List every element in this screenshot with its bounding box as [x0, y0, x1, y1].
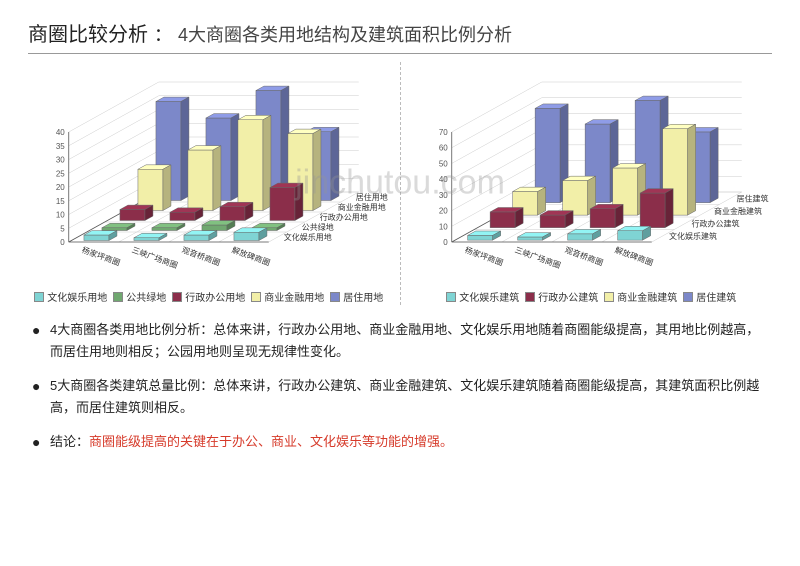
title-sub: 4大商圈各类用地结构及建筑面积比例分析 — [178, 21, 512, 47]
svg-text:10: 10 — [56, 211, 65, 220]
legend-item: 居住用地 — [330, 289, 383, 304]
bullet-dot: ● — [32, 319, 50, 363]
chart-left-svg: 0 5 10 15 20 25 30 35 40 居住用地商业金融用地行政办公用地公共绿地文化娱乐… — [28, 62, 390, 282]
svg-text:70: 70 — [438, 128, 447, 137]
svg-text:公共绿地: 公共绿地 — [302, 222, 334, 232]
chart-right: 010203040506070居住建筑商业金融建筑行政办公建筑文化娱乐建筑杨家坪… — [411, 62, 773, 305]
svg-text:5: 5 — [60, 224, 65, 233]
svg-text:商业金融建筑: 商业金融建筑 — [714, 206, 762, 216]
svg-text:40: 40 — [56, 128, 65, 137]
bullet-text: 结论：商圈能级提高的关键在于办公、商业、文化娱乐等功能的增强。 — [50, 431, 768, 455]
svg-text:杨家坪商圈: 杨家坪商圈 — [81, 244, 122, 267]
charts-divider — [400, 62, 401, 305]
svg-text:三峡广场商圈: 三峡广场商圈 — [513, 244, 562, 270]
chart-right-svg: 0 10 20 30 40 50 60 70 居住建筑商业金融建筑行政办公建筑文化娱乐建筑杨家坪… — [411, 62, 773, 282]
page-title: 商圈比较分析 ： 4大商圈各类用地结构及建筑面积比例分析 — [28, 18, 772, 54]
legend-item: 文化娱乐用地 — [34, 289, 107, 304]
chart-left-legend: 文化娱乐用地公共绿地行政办公用地商业金融用地居住用地 — [28, 289, 390, 305]
svg-text:行政办公用地: 行政办公用地 — [320, 212, 368, 222]
title-main: 商圈比较分析 — [28, 18, 148, 47]
svg-text:25: 25 — [56, 169, 65, 178]
svg-text:行政办公建筑: 行政办公建筑 — [691, 218, 739, 228]
legend-item: 居住建筑 — [683, 289, 736, 304]
svg-text:10: 10 — [438, 222, 447, 231]
svg-text:20: 20 — [56, 183, 65, 192]
legend-item: 商业金融建筑 — [604, 289, 677, 304]
bullets-section: ● 4大商圈各类用地比例分析：总体来讲，行政办公用地、商业金融用地、文化娱乐用地… — [28, 319, 772, 455]
svg-text:60: 60 — [438, 144, 447, 153]
svg-text:50: 50 — [438, 159, 447, 168]
svg-text:文化娱乐建筑: 文化娱乐建筑 — [669, 231, 717, 241]
bullet-item: ● 5大商圈各类建筑总量比例：总体来讲，行政办公建筑、商业金融建筑、文化娱乐建筑… — [32, 375, 768, 419]
svg-text:0: 0 — [443, 238, 448, 247]
svg-text:30: 30 — [438, 191, 447, 200]
svg-text:文化娱乐用地: 文化娱乐用地 — [284, 232, 332, 242]
svg-text:40: 40 — [438, 175, 447, 184]
bullet-dot: ● — [32, 375, 50, 419]
svg-text:35: 35 — [56, 142, 65, 151]
chart-left: 0510152025303540居住用地商业金融用地行政办公用地公共绿地文化娱乐… — [28, 62, 390, 305]
legend-item: 商业金融用地 — [251, 289, 324, 304]
legend-item: 公共绿地 — [113, 289, 166, 304]
bullet-dot: ● — [32, 431, 50, 455]
svg-text:商业金融用地: 商业金融用地 — [338, 202, 386, 212]
svg-text:杨家坪商圈: 杨家坪商圈 — [463, 244, 504, 267]
svg-text:解放碑商圈: 解放碑商圈 — [231, 244, 272, 267]
charts-row: 0510152025303540居住用地商业金融用地行政办公用地公共绿地文化娱乐… — [28, 62, 772, 305]
svg-text:观音桥商圈: 观音桥商圈 — [563, 244, 604, 267]
bullet-text: 4大商圈各类用地比例分析：总体来讲，行政办公用地、商业金融用地、文化娱乐用地随着… — [50, 319, 768, 363]
bullet-item: ● 结论：商圈能级提高的关键在于办公、商业、文化娱乐等功能的增强。 — [32, 431, 768, 455]
svg-text:观音桥商圈: 观音桥商圈 — [181, 244, 222, 267]
bullet-text: 5大商圈各类建筑总量比例：总体来讲，行政办公建筑、商业金融建筑、文化娱乐建筑随着… — [50, 375, 768, 419]
legend-item: 行政办公用地 — [172, 289, 245, 304]
svg-text:三峡广场商圈: 三峡广场商圈 — [131, 244, 180, 270]
chart-right-legend: 文化娱乐建筑行政办公建筑商业金融建筑居住建筑 — [411, 289, 773, 305]
svg-text:居住用地: 居住用地 — [356, 192, 388, 202]
svg-text:居住建筑: 居住建筑 — [736, 193, 768, 203]
svg-text:解放碑商圈: 解放碑商圈 — [613, 244, 654, 267]
legend-item: 行政办公建筑 — [525, 289, 598, 304]
legend-item: 文化娱乐建筑 — [446, 289, 519, 304]
svg-text:20: 20 — [438, 207, 447, 216]
svg-text:30: 30 — [56, 156, 65, 165]
title-sep: ： — [154, 21, 172, 47]
bullet-item: ● 4大商圈各类用地比例分析：总体来讲，行政办公用地、商业金融用地、文化娱乐用地… — [32, 319, 768, 363]
svg-text:15: 15 — [56, 197, 65, 206]
svg-text:0: 0 — [60, 238, 65, 247]
